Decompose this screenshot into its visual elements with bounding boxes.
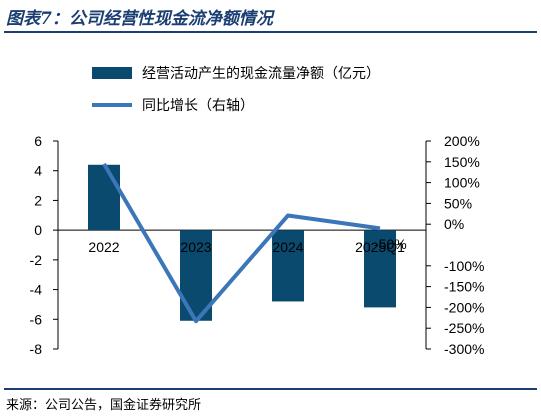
left-axis-tick-label: -4 [30,282,43,298]
growth-line [102,162,381,324]
right-axis-tick-label: -250% [444,320,484,336]
left-axis-tick-label: -6 [30,311,43,327]
right-axis-tick-label: -100% [444,258,484,274]
left-axis-tick-label: -8 [30,341,43,357]
left-axis-tick-label: 2 [34,192,42,208]
right-axis-tick-label: 200% [444,133,480,149]
bar-2025Q1 [364,230,396,308]
right-axis-tick-label: 150% [444,154,480,170]
right-axis-tick-label: 100% [444,175,480,191]
category-label: 2024 [272,239,303,255]
source-note: 来源：公司公告，国金证券研究所 [6,398,202,413]
right-axis-tick-label: -150% [444,279,484,295]
legend-line-label: 同比增长（右轴） [142,98,254,114]
left-axis-tick-label: 0 [34,222,42,238]
left-axis-tick-label: 6 [34,133,42,149]
bar-2022 [88,164,120,231]
left-axis-tick-label: 4 [34,163,42,179]
chart-legend: 经营活动产生的现金流量净额（亿元） 同比增长（右轴） [92,62,380,126]
title-rule [4,31,537,33]
category-label: 2025Q1 [355,239,405,255]
right-axis-tick-label: -200% [444,299,484,315]
legend-bar-label: 经营活动产生的现金流量净额（亿元） [142,66,380,82]
annotation-label: -50% [374,236,407,252]
legend-bar-swatch [92,67,132,79]
legend-item-bar: 经营活动产生的现金流量净额（亿元） [92,62,380,84]
category-label: 2023 [180,239,211,255]
right-axis-tick-label: 0% [444,216,464,232]
category-label: 2022 [88,239,119,255]
figure-title: 图表7：公司经营性现金流净额情况 [6,9,273,29]
legend-item-line: 同比增长（右轴） [92,94,380,116]
left-axis-tick-label: -2 [30,252,43,268]
bar-2024 [272,230,304,302]
legend-line-swatch [92,103,132,107]
right-axis-tick-label: 50% [444,195,472,211]
right-axis-tick-label: -300% [444,341,484,357]
source-rule [4,388,537,390]
